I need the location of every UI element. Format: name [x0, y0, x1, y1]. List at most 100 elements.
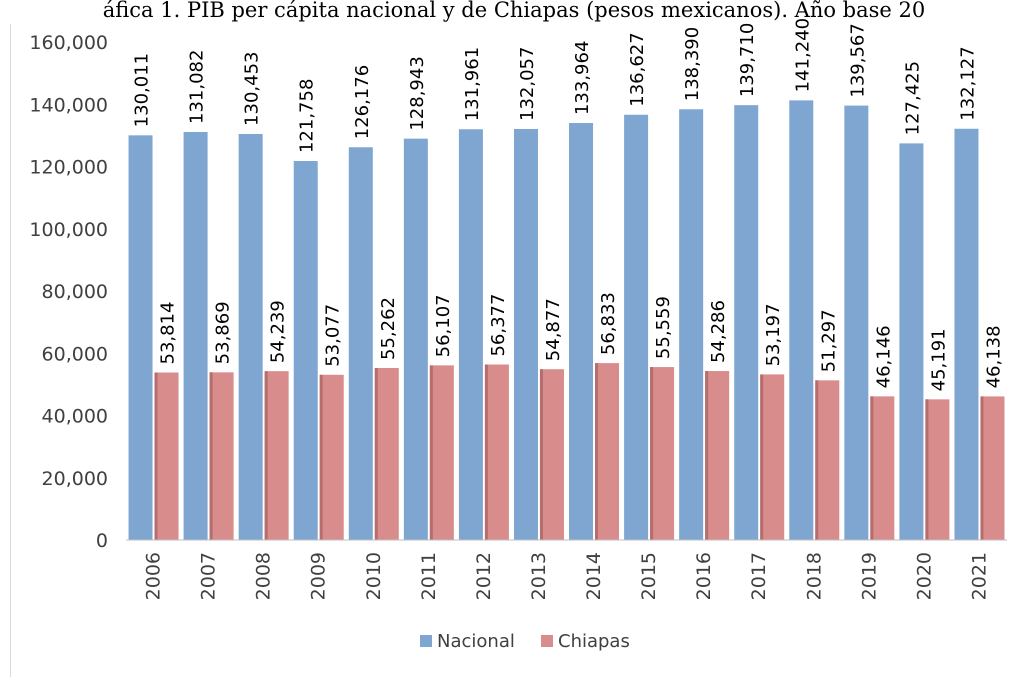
bar-chiapas-edge: [429, 365, 433, 540]
bar-nacional: [624, 114, 649, 540]
data-label-chiapas: 53,077: [323, 304, 344, 367]
x-tick-label: 2006: [143, 552, 165, 600]
legend-swatch: [420, 635, 432, 647]
data-label-chiapas: 56,833: [598, 292, 619, 355]
data-label-nacional: 130,011: [132, 53, 153, 127]
bar-chiapas: [484, 364, 509, 540]
y-tick-label: 120,000: [29, 157, 108, 179]
data-label-nacional: 130,453: [242, 52, 263, 126]
data-label-nacional: 126,176: [352, 65, 373, 139]
data-label-nacional: 121,758: [297, 79, 318, 153]
data-label-chiapas: 53,869: [213, 301, 234, 364]
x-tick-label: 2011: [418, 552, 440, 600]
y-tick-label: 60,000: [42, 343, 108, 365]
x-tick-label: 2020: [913, 552, 935, 600]
bar-chiapas: [374, 367, 399, 540]
bar-nacional: [458, 129, 483, 540]
x-tick-label: 2021: [968, 552, 990, 600]
bar-chiapas: [539, 369, 564, 540]
bar-chiapas: [595, 363, 620, 540]
bar-nacional: [183, 132, 208, 541]
y-tick-label: 160,000: [29, 32, 108, 54]
data-label-chiapas: 54,877: [543, 298, 564, 361]
bar-chiapas-edge: [980, 396, 984, 540]
bar-chiapas: [870, 396, 895, 540]
data-label-nacional: 128,943: [407, 56, 428, 130]
bar-nacional: [899, 143, 924, 540]
legend-label: Chiapas: [558, 631, 630, 652]
bar-chiapas: [705, 371, 730, 540]
bar-chiapas: [815, 380, 840, 540]
bar-nacional: [679, 109, 704, 541]
x-tick-label: 2018: [803, 552, 825, 600]
x-tick-label: 2019: [858, 552, 880, 600]
x-axis: 2006 2007 2008 2009 2010 2011 2012 2013 2014 2015…: [126, 539, 1007, 600]
bar-chiapas-edge: [815, 380, 819, 540]
data-label-chiapas: 54,239: [268, 300, 289, 363]
data-label-chiapas: 54,286: [708, 300, 729, 363]
x-tick-label: 2016: [693, 552, 715, 600]
chart-title: áfica 1. PIB per cápita nacional y de Ch…: [102, 0, 926, 22]
bar-chiapas: [264, 371, 289, 540]
bar-chiapas-edge: [760, 374, 764, 540]
bar-chiapas: [319, 374, 344, 540]
x-tick-label: 2014: [583, 552, 605, 600]
legend: Nacional Chiapas: [420, 631, 630, 652]
data-label-chiapas: 53,814: [158, 302, 179, 365]
data-label-nacional: 139,567: [847, 23, 868, 97]
y-tick-label: 40,000: [42, 406, 108, 428]
x-tick-label: 2007: [198, 552, 220, 600]
data-label-chiapas: 56,377: [488, 294, 509, 357]
data-label-chiapas: 55,262: [378, 297, 399, 360]
bar-chiapas-edge: [154, 372, 158, 540]
x-tick-label: 2008: [253, 552, 275, 600]
bar-nacional: [403, 138, 428, 540]
bar-nacional: [569, 123, 594, 540]
bar-chiapas: [209, 372, 234, 540]
data-label-chiapas: 46,138: [983, 325, 1004, 388]
data-label-nacional: 132,127: [957, 46, 978, 120]
bar-nacional: [348, 147, 373, 540]
legend-label: Nacional: [437, 631, 515, 652]
bar-chiapas-edge: [705, 371, 709, 540]
bar-chiapas-edge: [264, 371, 268, 540]
bar-chiapas-edge: [319, 374, 323, 540]
x-tick-label: 2015: [638, 552, 660, 600]
data-label-nacional: 136,627: [627, 32, 648, 106]
y-tick-label: 140,000: [29, 94, 108, 116]
bar-nacional: [734, 105, 759, 541]
bar-nacional: [844, 105, 869, 540]
bars: 130,011 53,814 131,082 53,869 130,453 54,239 1…: [128, 18, 1005, 541]
bar-nacional: [513, 128, 538, 540]
bar-nacional: [128, 135, 153, 540]
legend-swatch: [541, 635, 553, 647]
bar-chiapas: [980, 396, 1005, 540]
y-tick-label: 20,000: [42, 468, 108, 490]
bar-nacional: [293, 161, 318, 540]
x-tick-label: 2013: [528, 552, 550, 600]
y-axis: 0 20,000 40,000 60,000 80,000 100,000 120,000 1…: [29, 32, 108, 552]
bar-chiapas: [925, 399, 950, 540]
x-tick-label: 2009: [308, 552, 330, 600]
data-label-nacional: 127,425: [902, 61, 923, 135]
bar-chiapas-edge: [374, 367, 378, 540]
bar-chiapas: [429, 365, 454, 540]
data-label-nacional: 131,961: [462, 47, 483, 121]
bar-nacional: [238, 133, 263, 541]
data-label-chiapas: 46,146: [873, 325, 894, 388]
data-label-nacional: 132,057: [517, 47, 538, 121]
x-tick-label: 2010: [363, 552, 385, 600]
bar-nacional: [789, 100, 814, 540]
bar-chiapas-edge: [539, 369, 543, 540]
data-label-chiapas: 45,191: [928, 328, 949, 391]
x-tick-label: 2012: [473, 552, 495, 600]
data-label-nacional: 141,240: [792, 18, 813, 92]
chart-frame: [10, 24, 1023, 677]
data-label-nacional: 131,082: [187, 50, 208, 124]
bar-chiapas-edge: [870, 396, 874, 540]
data-label-chiapas: 53,197: [763, 303, 784, 366]
data-label-nacional: 138,390: [682, 27, 703, 101]
bar-chiapas-edge: [925, 399, 929, 540]
y-tick-label: 0: [96, 530, 108, 552]
